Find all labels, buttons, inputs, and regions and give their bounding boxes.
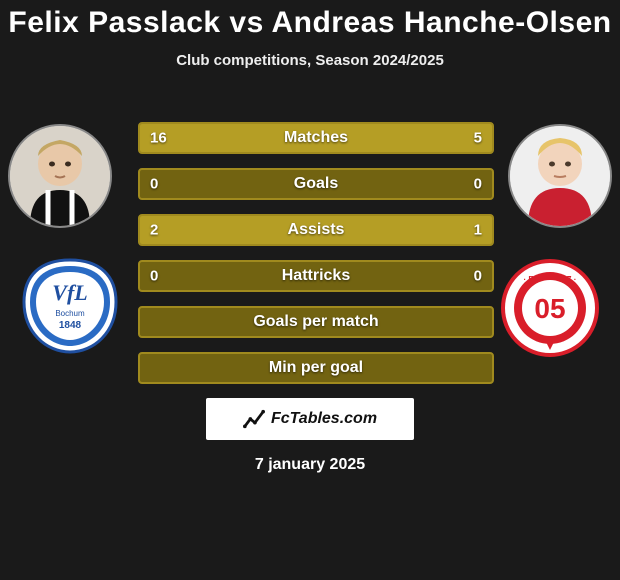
stat-row: Hattricks0 0 — [138, 260, 494, 292]
player-left-avatar — [8, 124, 112, 228]
stat-row: Goals0 0 — [138, 168, 494, 200]
stat-value-left: 0 — [150, 176, 158, 193]
date-text: 7 january 2025 — [0, 456, 620, 474]
stat-label: Goals per match — [140, 313, 492, 331]
stat-value-right: 1 — [474, 222, 482, 239]
credit-badge: FcTables.com — [206, 398, 414, 440]
credit-text: FcTables.com — [271, 410, 377, 428]
svg-text:1848: 1848 — [59, 320, 82, 331]
svg-text:VfL: VfL — [52, 280, 87, 305]
stat-label: Goals — [140, 175, 492, 193]
svg-text:05: 05 — [534, 293, 565, 324]
club-right-crest: · FSV MAINZ · 05 — [500, 258, 600, 358]
page-subtitle: Club competitions, Season 2024/2025 — [0, 52, 620, 69]
stat-label: Min per goal — [140, 359, 492, 377]
stat-row: Matches16 5 — [138, 122, 494, 154]
player-right-avatar — [508, 124, 612, 228]
stat-label: Matches — [140, 129, 492, 147]
stat-row: Assists2 1 — [138, 214, 494, 246]
stat-value-right: 0 — [474, 268, 482, 285]
club-left-crest: VfL Bochum 1848 — [20, 256, 120, 356]
stat-label: Hattricks — [140, 267, 492, 285]
svg-text:Bochum: Bochum — [55, 309, 85, 318]
page-title: Felix Passlack vs Andreas Hanche-Olsen — [0, 6, 620, 40]
fctables-logo-icon — [243, 408, 265, 430]
stat-value-left: 0 — [150, 268, 158, 285]
stat-label: Assists — [140, 221, 492, 239]
stats-bars: Matches165Goals00Assists21Hattricks00Goa… — [138, 122, 494, 398]
stat-value-left: 2 — [150, 222, 158, 239]
stat-value-right: 5 — [474, 130, 482, 147]
stat-row: Goals per match — [138, 306, 494, 338]
stat-value-left: 16 — [150, 130, 167, 147]
stat-value-right: 0 — [474, 176, 482, 193]
stat-row: Min per goal — [138, 352, 494, 384]
